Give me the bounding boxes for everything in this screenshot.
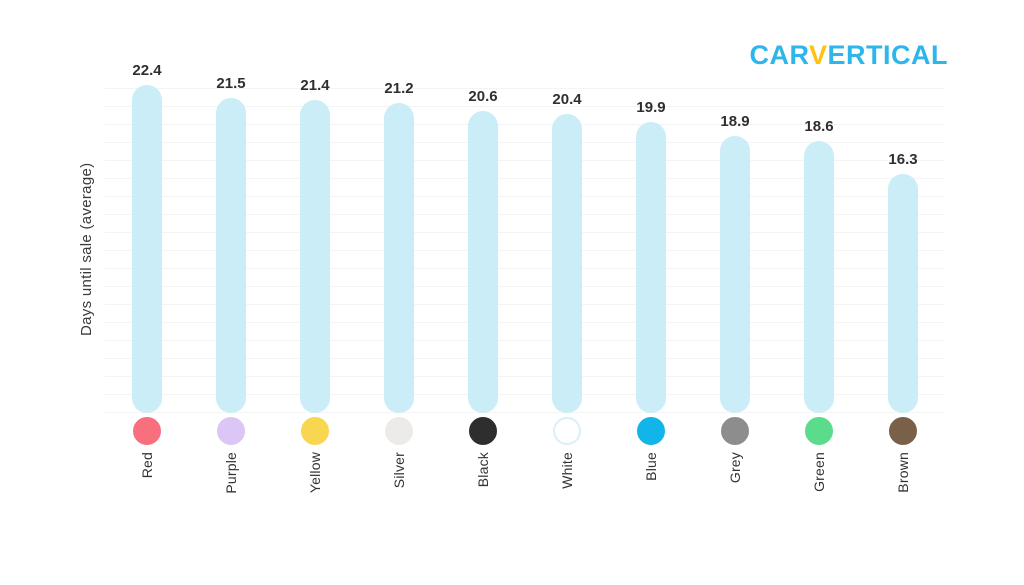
category-label: Brown [895, 452, 911, 493]
logo-text-ertical: ERTICAL [827, 40, 948, 70]
plot-area: 22.4 21.5 21.4 21.2 20.6 20.4 19.9 18.9 18.6 16.3 [105, 62, 945, 413]
bar-column: 20.6 [441, 85, 525, 413]
bar-value-label: 18.9 [720, 113, 750, 131]
category-label: Yellow [307, 452, 323, 494]
color-swatch-circle [469, 417, 497, 445]
swatch-column [189, 417, 273, 445]
bar-value-label: 22.4 [132, 62, 162, 79]
category-label-column: Black [441, 452, 525, 522]
swatch-column [693, 417, 777, 445]
color-swatch-circle [805, 417, 833, 445]
bar-column: 16.3 [861, 85, 945, 413]
bar-column: 18.6 [777, 85, 861, 413]
category-label: Blue [643, 452, 659, 481]
bar [132, 85, 162, 413]
bar [720, 136, 750, 413]
bar [300, 99, 330, 413]
category-label-column: Brown [861, 452, 945, 522]
swatch-column [105, 417, 189, 445]
logo-text-car: CAR [749, 40, 809, 70]
category-label: Black [475, 452, 491, 488]
category-label: Grey [727, 452, 743, 484]
swatch-column [861, 417, 945, 445]
category-label-column: White [525, 452, 609, 522]
swatch-column [441, 417, 525, 445]
logo-text-v: V [808, 40, 828, 70]
category-label: Red [139, 452, 155, 479]
color-swatch-circle [385, 417, 413, 445]
bar-column: 21.2 [357, 80, 441, 413]
color-swatch-circle [721, 417, 749, 445]
color-swatch-circle [133, 417, 161, 445]
bar-value-label: 16.3 [888, 151, 918, 169]
swatch-column [273, 417, 357, 445]
category-label-column: Grey [693, 452, 777, 522]
bar-column: 18.9 [693, 85, 777, 413]
bar [468, 111, 498, 413]
bar-value-label: 21.5 [216, 75, 246, 93]
color-swatch-circle [553, 417, 581, 445]
bar [552, 114, 582, 413]
bar-value-label: 19.9 [636, 98, 666, 116]
color-swatch-circle [217, 417, 245, 445]
swatch-column [609, 417, 693, 445]
color-swatch-row [105, 417, 945, 445]
color-swatch-circle [301, 417, 329, 445]
bar-column: 19.9 [609, 85, 693, 413]
y-axis-label: Days until sale (average) [78, 162, 95, 336]
bar [216, 98, 246, 413]
swatch-column [525, 417, 609, 445]
bar [636, 121, 666, 413]
category-label-column: Yellow [273, 452, 357, 522]
swatch-column [357, 417, 441, 445]
category-label-column: Blue [609, 452, 693, 522]
bar [888, 174, 918, 413]
category-label: Purple [223, 452, 239, 494]
bar-value-label: 20.6 [468, 88, 498, 106]
carvertical-logo: CARVERTICAL [749, 40, 948, 71]
category-label: Green [811, 452, 827, 492]
category-label: White [559, 452, 575, 489]
category-label-column: Green [777, 452, 861, 522]
bar-value-label: 21.4 [300, 76, 330, 94]
bar-value-label: 18.6 [804, 117, 834, 135]
bar-column: 21.4 [273, 77, 357, 413]
category-label: Silver [391, 452, 407, 489]
x-axis-labels-row: Red Purple Yellow Silver Black White Blue Grey G… [105, 452, 945, 522]
bar [384, 102, 414, 413]
category-label-column: Red [105, 452, 189, 522]
color-swatch-circle [889, 417, 917, 445]
bar-value-label: 21.2 [384, 79, 414, 97]
category-label-column: Purple [189, 452, 273, 522]
swatch-column [777, 417, 861, 445]
bar-column: 21.5 [189, 75, 273, 413]
bar-value-label: 20.4 [552, 91, 582, 109]
bar-column: 22.4 [105, 62, 189, 413]
bar-column: 20.4 [525, 85, 609, 413]
bar [804, 140, 834, 413]
category-label-column: Silver [357, 452, 441, 522]
color-swatch-circle [637, 417, 665, 445]
